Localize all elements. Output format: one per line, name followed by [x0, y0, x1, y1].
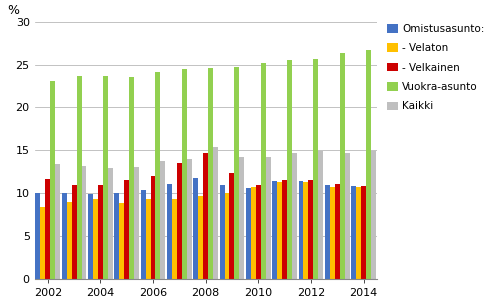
Bar — [124, 180, 129, 279]
Bar — [366, 50, 371, 279]
Bar — [82, 166, 86, 279]
Bar — [134, 167, 139, 279]
Bar — [67, 202, 72, 279]
Bar — [356, 187, 361, 279]
Bar — [335, 184, 340, 279]
Bar — [351, 186, 356, 279]
Bar — [203, 153, 208, 279]
Bar — [246, 188, 251, 279]
Bar — [187, 159, 191, 279]
Bar — [266, 157, 271, 279]
Bar — [325, 185, 330, 279]
Bar — [261, 63, 266, 279]
Legend: Omistusasunto:, - Velaton, - Velkainen, Vuokra-asunto, Kaikki: Omistusasunto:, - Velaton, - Velkainen, … — [385, 22, 487, 114]
Bar — [224, 193, 229, 279]
Bar — [345, 153, 350, 279]
Bar — [313, 59, 318, 279]
Bar — [308, 180, 313, 279]
Bar — [114, 193, 119, 279]
Bar — [55, 164, 60, 279]
Bar — [182, 69, 187, 279]
Bar — [234, 67, 240, 279]
Bar — [103, 76, 108, 279]
Bar — [251, 187, 256, 279]
Bar — [208, 68, 213, 279]
Bar — [240, 157, 245, 279]
Bar — [219, 185, 224, 279]
Bar — [292, 153, 297, 279]
Bar — [35, 193, 40, 279]
Bar — [229, 173, 234, 279]
Bar — [282, 180, 287, 279]
Bar — [146, 199, 151, 279]
Bar — [193, 178, 198, 279]
Bar — [151, 176, 156, 279]
Bar — [318, 151, 323, 279]
Bar — [371, 151, 376, 279]
Bar — [330, 187, 335, 279]
Bar — [161, 161, 165, 279]
Bar — [256, 185, 261, 279]
Text: %: % — [7, 4, 19, 17]
Bar — [156, 72, 161, 279]
Bar — [303, 182, 308, 279]
Bar — [88, 194, 93, 279]
Bar — [77, 76, 82, 279]
Bar — [172, 199, 177, 279]
Bar — [277, 182, 282, 279]
Bar — [129, 78, 134, 279]
Bar — [119, 204, 124, 279]
Bar — [72, 185, 77, 279]
Bar — [93, 199, 98, 279]
Bar — [198, 196, 203, 279]
Bar — [177, 163, 182, 279]
Bar — [108, 168, 113, 279]
Bar — [140, 190, 146, 279]
Bar — [213, 147, 218, 279]
Bar — [40, 207, 45, 279]
Bar — [62, 193, 67, 279]
Bar — [272, 181, 277, 279]
Bar — [98, 185, 103, 279]
Bar — [167, 184, 172, 279]
Bar — [50, 81, 55, 279]
Bar — [340, 53, 345, 279]
Bar — [299, 181, 303, 279]
Bar — [287, 60, 292, 279]
Bar — [45, 179, 50, 279]
Bar — [361, 186, 366, 279]
